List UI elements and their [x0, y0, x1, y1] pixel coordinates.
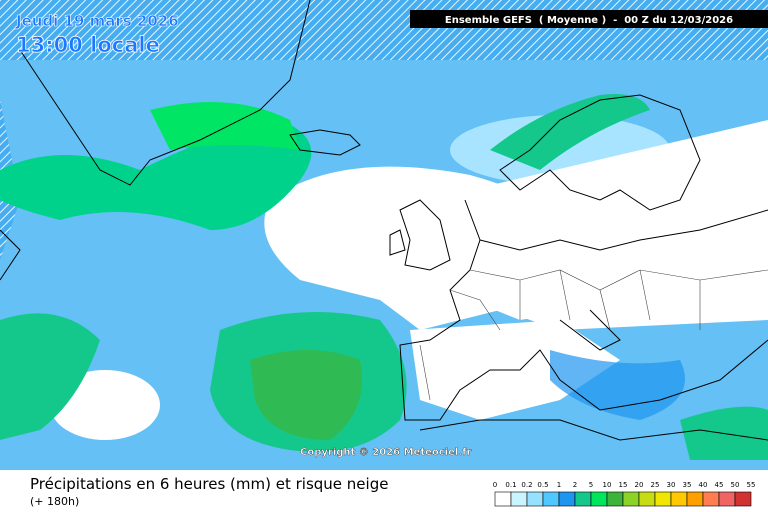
legend-label: 0.2: [521, 481, 532, 489]
legend-label: 40: [699, 481, 708, 489]
legend-swatch: [622, 491, 640, 507]
legend-label: 55: [747, 481, 756, 489]
legend-swatch: [574, 491, 592, 507]
legend-swatch: [654, 491, 672, 507]
legend-swatch: [558, 491, 576, 507]
legend-swatch: [686, 491, 704, 507]
legend-label: 45: [715, 481, 724, 489]
local-time: 13:00 locale: [16, 33, 160, 57]
legend-label: 2: [573, 481, 577, 489]
model-box: [410, 10, 768, 28]
legend-swatch: [734, 491, 752, 507]
coastlines: [0, 0, 768, 441]
forecast-lead: (+ 180h): [30, 495, 79, 508]
borders: [419, 269, 768, 401]
legend-swatch: [702, 491, 720, 507]
date: Jeudi 19 mars 2026: [15, 12, 179, 30]
legend-label: 50: [731, 481, 740, 489]
footer-title: Précipitations en 6 heures (mm) et risqu…: [30, 475, 388, 493]
legend-swatch: [494, 491, 512, 507]
legend-label: 0.1: [505, 481, 516, 489]
legend-swatch: [542, 491, 560, 507]
legend-label: 35: [683, 481, 692, 489]
legend-label: 30: [667, 481, 676, 489]
legend-swatch: [638, 491, 656, 507]
legend-label: 20: [635, 481, 644, 489]
legend-swatch: [510, 491, 528, 507]
legend-swatch: [526, 491, 544, 507]
model-info: Ensemble GEFS ( Moyenne ) - 00 Z du 12/0…: [445, 15, 733, 26]
legend-label: 15: [619, 481, 628, 489]
legend-label: 1: [557, 481, 561, 489]
legend-swatch: [590, 491, 608, 507]
legend-swatch: [718, 491, 736, 507]
legend-label: 25: [651, 481, 660, 489]
legend-label: 10: [603, 481, 612, 489]
legend-label: 0.5: [537, 481, 548, 489]
legend: 0 0.1 0.2 0.5 1 2 5 10 15 20 25 30 35 40 45 50 55: [493, 481, 756, 507]
legend-swatch: [670, 491, 688, 507]
legend-label: 0: [493, 481, 497, 489]
copyright: Copyright © 2026 Meteociel.fr: [300, 447, 471, 458]
legend-label: 5: [589, 481, 593, 489]
map-field: [0, 0, 768, 470]
legend-swatch: [606, 491, 624, 507]
